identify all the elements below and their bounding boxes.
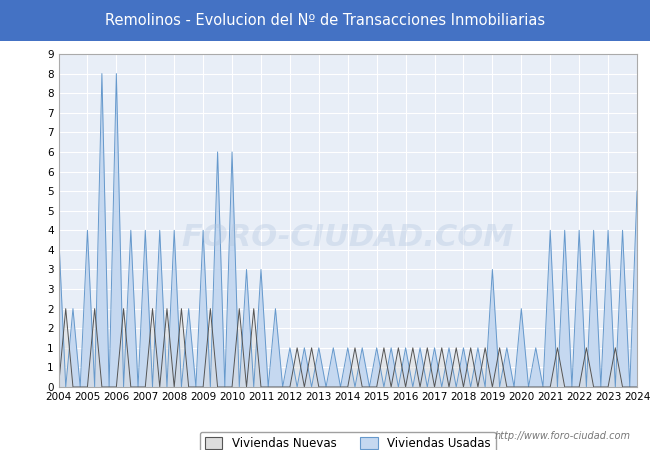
Text: Remolinos - Evolucion del Nº de Transacciones Inmobiliarias: Remolinos - Evolucion del Nº de Transacc… (105, 13, 545, 28)
Legend: Viviendas Nuevas, Viviendas Usadas: Viviendas Nuevas, Viviendas Usadas (200, 432, 495, 450)
Text: http://www.foro-ciudad.com: http://www.foro-ciudad.com (495, 431, 630, 441)
Text: FORO-CIUDAD.COM: FORO-CIUDAD.COM (181, 223, 514, 252)
